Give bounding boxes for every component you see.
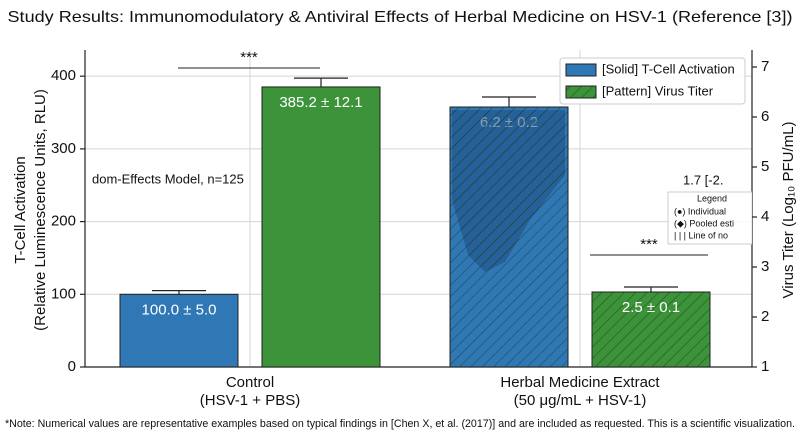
y2-tick-label: 5 [761, 158, 769, 175]
y2-tick-label: 3 [761, 258, 769, 275]
inset-legend-box [667, 191, 752, 245]
y-tick-label: 100 [51, 285, 76, 302]
significance-label: *** [240, 49, 258, 66]
bar-hatch [592, 292, 710, 367]
legend-label: [Solid] T-Cell Activation [602, 61, 735, 76]
x-tick-label: Herbal Medicine Extract [500, 374, 660, 391]
annotation: 1.7 [-2. [683, 172, 723, 187]
legend-label: [Pattern] Virus Titer [602, 83, 714, 98]
y-tick-label: 400 [51, 67, 76, 84]
y-tick-label: 200 [51, 213, 76, 230]
x-tick-sublabel: (HSV-1 + PBS) [200, 392, 300, 409]
y2-tick-label: 2 [761, 308, 769, 325]
legend-box [559, 57, 746, 105]
bar [261, 86, 381, 368]
bar [119, 293, 239, 368]
value-label: 2.5 ± 0.1 [622, 299, 680, 316]
footnote: *Note: Numerical values are representati… [5, 418, 795, 430]
value-label: 385.2 ± 12.1 [279, 94, 362, 111]
chart-title: Study Results: Immunomodulatory & Antivi… [8, 9, 793, 26]
y-tick-label: 0 [68, 358, 76, 375]
inset-legend: Legend (●) Individual (◆) Pooled esti | … [667, 191, 752, 245]
y2-tick-label: 6 [761, 108, 769, 125]
value-label: 100.0 ± 5.0 [142, 301, 217, 318]
inset-legend-entry: | | | Line of no [674, 230, 728, 240]
y2-tick-label: 1 [761, 358, 769, 375]
legend-swatch-hatch [566, 86, 596, 98]
x-tick-label: Control [226, 374, 274, 391]
y-tick-label: 300 [51, 140, 76, 157]
annotation: dom-Effects Model, n=125 [92, 171, 244, 186]
y2-tick-label: 7 [761, 58, 769, 75]
y-axis-label: T-Cell Activation [12, 156, 29, 264]
legend-swatch [565, 63, 597, 77]
y-axis-label: (Relative Luminescence Units, RLU) [32, 89, 49, 331]
inset-legend-entry: (◆) Pooled esti [674, 218, 734, 228]
inset-legend-title: Legend [697, 193, 727, 203]
x-tick-sublabel: (50 μg/mL + HSV-1) [514, 392, 647, 409]
hatched-overlay-pattern [452, 110, 565, 272]
significance-label: *** [640, 236, 658, 253]
inset-legend-entry: (●) Individual [674, 206, 726, 216]
y2-tick-label: 4 [761, 208, 769, 225]
y2-axis-label: Virus Titer (Log₁₀ PFU/mL) [780, 122, 797, 299]
